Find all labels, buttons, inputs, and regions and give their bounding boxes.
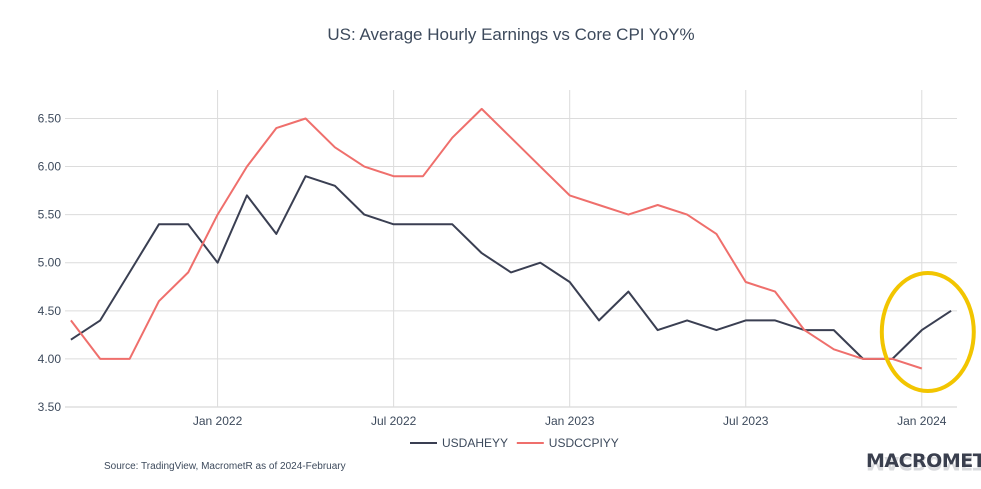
y-tick-label: 5.50	[38, 208, 62, 222]
x-axis-ticks: Jan 2022 Jul 2022 Jan 2023 Jul 2023 Jan 2024	[193, 414, 947, 428]
x-tick-label: Jan 2022	[193, 414, 243, 428]
y-tick-label: 4.00	[38, 352, 62, 366]
y-tick-label: 6.50	[38, 111, 62, 125]
annotation-layer	[879, 271, 976, 393]
macrometr-logo-reflection: MACROMETR	[866, 452, 981, 474]
highlight-ellipse	[879, 271, 976, 393]
x-tick-label: Jan 2023	[545, 414, 595, 428]
x-tick-label: Jul 2022	[371, 414, 417, 428]
legend-label: USDCCPIYY	[549, 436, 619, 450]
series-layer	[70, 107, 952, 370]
x-tick-label: Jul 2023	[723, 414, 769, 428]
chart-title: US: Average Hourly Earnings vs Core CPI …	[327, 25, 694, 44]
legend[interactable]: USDAHEYY USDCCPIYY	[410, 436, 619, 450]
macrometr-logo: MACROMETR	[866, 450, 981, 472]
y-tick-label: 6.00	[38, 160, 62, 174]
legend-label: USDAHEYY	[442, 436, 508, 450]
y-tick-label: 3.50	[38, 400, 62, 414]
x-tick-label: Jan 2024	[897, 414, 947, 428]
y-gridlines	[65, 117, 957, 408]
x-gridlines	[217, 90, 923, 407]
series-line-usdccpiyy	[70, 107, 923, 370]
series-line-usdaheyy	[70, 175, 952, 360]
y-axis-ticks: 3.50 4.00 4.50 5.00 5.50 6.00 6.50	[38, 111, 62, 414]
source-note: Source: TradingView, MacrometR as of 202…	[104, 461, 346, 472]
y-tick-label: 4.50	[38, 304, 62, 318]
y-tick-label: 5.00	[38, 256, 62, 270]
